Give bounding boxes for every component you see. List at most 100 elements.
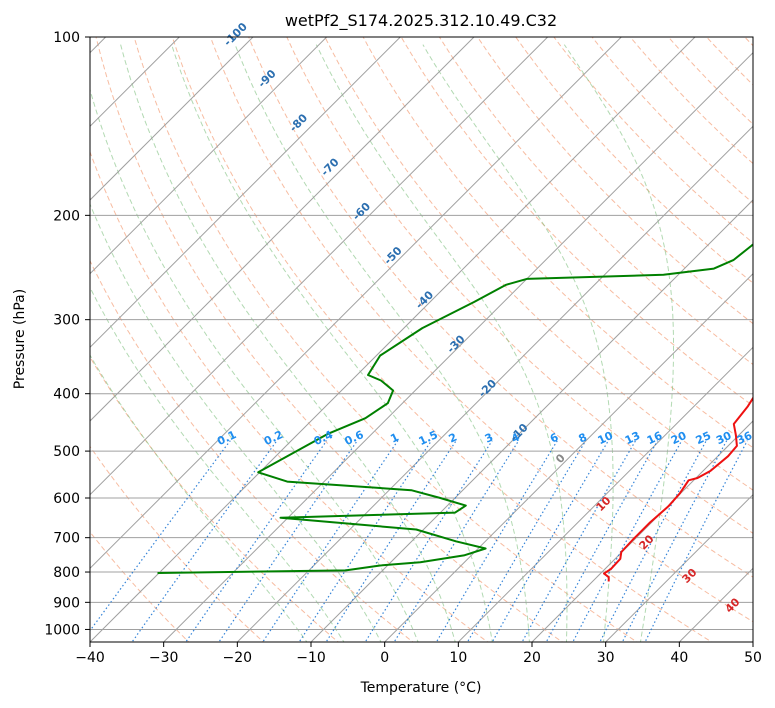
- dry-adiabat-line: [90, 531, 190, 642]
- isotherm-line: [90, 37, 328, 275]
- mixing-ratio-line: [90, 440, 231, 632]
- isotherm-line: [236, 125, 753, 642]
- theta-label: -10: [507, 421, 530, 444]
- y-axis-label: Pressure (hPa): [12, 289, 28, 389]
- theta-label: 0: [553, 451, 568, 466]
- isotherm-line: [383, 272, 753, 642]
- theta-label: -60: [350, 200, 373, 223]
- moist-adiabat-line: [90, 202, 382, 642]
- y-tick-label: 600: [53, 491, 80, 507]
- mixing-ratio-line: [325, 440, 457, 642]
- isotherm-line: [457, 346, 753, 642]
- dry-adiabat-line: [553, 37, 753, 244]
- x-tick-label: 20: [523, 650, 541, 666]
- isotherm-line: [678, 567, 753, 642]
- y-tick-label: 800: [53, 565, 80, 581]
- isotherm-line: [90, 37, 254, 201]
- dry-adiabat-line: [705, 37, 753, 86]
- mixing-ratio-label: 36: [735, 429, 755, 447]
- mixing-ratio-label: 1: [388, 431, 400, 446]
- theta-label: 40: [723, 595, 743, 615]
- isotherm-line: [90, 37, 181, 128]
- y-tick-label: 300: [53, 313, 80, 329]
- mixing-ratio-line: [393, 440, 520, 642]
- x-tick-label: −10: [296, 650, 326, 666]
- isotherm-line: [90, 37, 696, 642]
- mixing-ratio-label: 0.6: [343, 428, 366, 448]
- mixing-ratio-line: [599, 440, 707, 642]
- mixing-ratio-line: [572, 440, 683, 642]
- theta-label: 20: [637, 532, 657, 552]
- mixing-ratio-line: [298, 440, 432, 642]
- dry-adiabat-line: [286, 37, 753, 534]
- mixing-ratio-line: [466, 440, 587, 642]
- mixing-ratio-label: 1.5: [417, 428, 440, 448]
- y-tick-label: 700: [53, 531, 80, 547]
- dewpoint-line: [157, 243, 753, 574]
- mixing-ratio-line: [621, 440, 728, 642]
- theta-label: -20: [476, 377, 499, 400]
- mixing-ratio-line: [364, 440, 493, 642]
- chart-title: wetPf2_S174.2025.312.10.49.C32: [285, 11, 557, 31]
- moist-adiabat-line: [120, 44, 456, 642]
- dry-adiabat-line: [324, 37, 753, 491]
- dry-adiabat-line: [90, 259, 414, 642]
- mixing-ratio-label: 0.1: [215, 428, 238, 448]
- temperature-line: [603, 396, 753, 582]
- mixing-ratio-label: 3: [483, 431, 495, 446]
- mixing-ratio-label: 2: [447, 431, 459, 446]
- plot-frame: [89, 36, 754, 643]
- mixing-ratio-line: [521, 440, 637, 642]
- isotherm-line: [90, 37, 549, 496]
- mixing-ratio-line: [131, 440, 278, 642]
- mixing-ratio-line: [185, 440, 328, 642]
- dry-adiabat-line: [400, 37, 753, 407]
- theta-label: 30: [680, 566, 700, 586]
- dry-adiabat-line: [209, 37, 753, 623]
- axis-layer: −40 −30 −20 −10 0 10 20 30 40 5010020030040050060…: [44, 30, 762, 666]
- isotherm-line: [0, 10, 59, 654]
- dry-adiabat-line: [133, 37, 638, 642]
- mixing-ratio-label: 20: [669, 429, 689, 447]
- grid-layer: [0, 10, 753, 654]
- x-tick-label: 50: [744, 650, 762, 666]
- isotherm-line: [90, 37, 475, 422]
- moist-adiabat-line: [90, 354, 308, 642]
- mixing-ratio-label: 16: [645, 429, 665, 447]
- x-tick-label: −40: [75, 650, 105, 666]
- mixing-ratio-label: 10: [596, 429, 616, 447]
- dry-adiabat-line: [438, 37, 753, 366]
- mixing-ratio-label: 8: [576, 431, 588, 446]
- dry-adiabat-line: [476, 37, 753, 325]
- theta-label: -50: [381, 244, 404, 267]
- x-tick-label: 40: [670, 650, 688, 666]
- mixing-ratio-line: [262, 440, 399, 642]
- x-tick-label: 30: [597, 650, 615, 666]
- isotherm-line: [310, 199, 753, 642]
- y-tick-label: 900: [53, 595, 80, 611]
- isotherm-line: [752, 641, 753, 642]
- theta-label: -40: [413, 288, 436, 311]
- y-tick-label: 100: [53, 30, 80, 46]
- x-tick-label: 10: [449, 650, 467, 666]
- moist-adiabat-line: [171, 44, 493, 642]
- x-axis-label: Temperature (°C): [360, 680, 482, 696]
- y-tick-label: 500: [53, 444, 80, 460]
- mixing-ratio-line: [491, 440, 609, 642]
- isotherm-line: [531, 420, 753, 642]
- mixing-ratio-label: 30: [714, 429, 734, 447]
- isotherm-line: [90, 37, 623, 570]
- x-tick-label: −30: [149, 650, 179, 666]
- mixing-ratio-label: 0.2: [262, 428, 285, 448]
- dry-adiabat-line: [171, 37, 713, 642]
- mixing-ratio-label: 25: [694, 429, 713, 447]
- dry-adiabat-line: [95, 37, 564, 642]
- mixing-ratio-label: 13: [623, 429, 642, 447]
- isotherm-line: [162, 51, 753, 642]
- y-tick-label: 400: [53, 387, 80, 403]
- mixing-ratio-line: [435, 440, 558, 642]
- dry-adiabat-line: [90, 150, 489, 642]
- mixing-ratio-line: [545, 440, 659, 642]
- theta-label: -90: [255, 67, 278, 90]
